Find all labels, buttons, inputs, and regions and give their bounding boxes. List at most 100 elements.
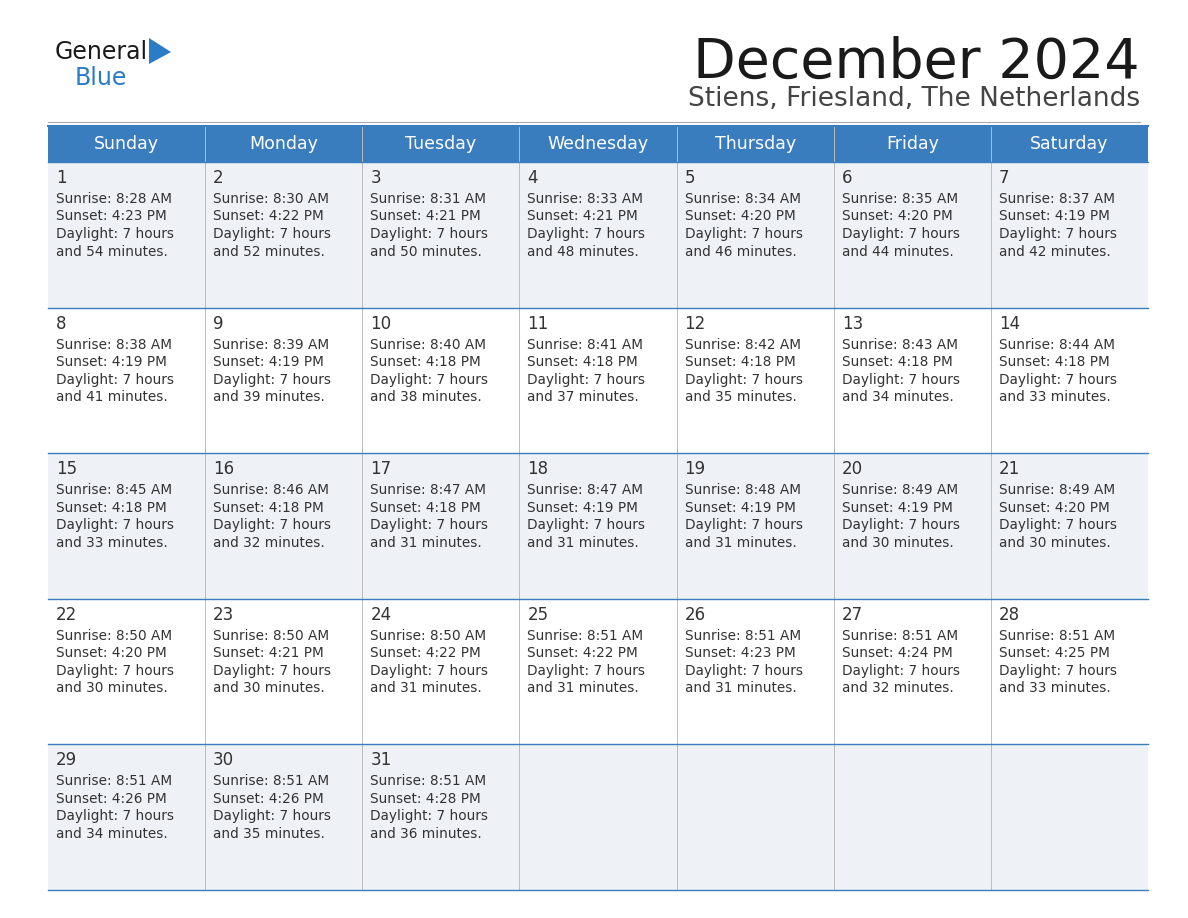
Text: Sunset: 4:24 PM: Sunset: 4:24 PM — [842, 646, 953, 660]
Text: and 35 minutes.: and 35 minutes. — [213, 827, 326, 841]
Text: 29: 29 — [56, 752, 77, 769]
Text: Daylight: 7 hours: Daylight: 7 hours — [684, 227, 803, 241]
Text: Sunrise: 8:28 AM: Sunrise: 8:28 AM — [56, 192, 172, 206]
Text: Daylight: 7 hours: Daylight: 7 hours — [527, 227, 645, 241]
Text: Daylight: 7 hours: Daylight: 7 hours — [213, 664, 331, 677]
Text: Daylight: 7 hours: Daylight: 7 hours — [842, 518, 960, 532]
Text: Sunset: 4:18 PM: Sunset: 4:18 PM — [371, 355, 481, 369]
Text: Daylight: 7 hours: Daylight: 7 hours — [842, 664, 960, 677]
Text: Sunrise: 8:47 AM: Sunrise: 8:47 AM — [527, 483, 644, 498]
Text: Sunset: 4:20 PM: Sunset: 4:20 PM — [842, 209, 953, 223]
Text: 4: 4 — [527, 169, 538, 187]
Text: and 50 minutes.: and 50 minutes. — [371, 244, 482, 259]
Text: 22: 22 — [56, 606, 77, 624]
Text: Sunrise: 8:41 AM: Sunrise: 8:41 AM — [527, 338, 644, 352]
Text: Daylight: 7 hours: Daylight: 7 hours — [999, 227, 1117, 241]
Text: Sunrise: 8:42 AM: Sunrise: 8:42 AM — [684, 338, 801, 352]
Text: Sunset: 4:21 PM: Sunset: 4:21 PM — [527, 209, 638, 223]
Text: Daylight: 7 hours: Daylight: 7 hours — [213, 373, 331, 386]
Text: and 38 minutes.: and 38 minutes. — [371, 390, 482, 404]
Text: and 52 minutes.: and 52 minutes. — [213, 244, 326, 259]
Text: Sunset: 4:18 PM: Sunset: 4:18 PM — [684, 355, 795, 369]
Text: Thursday: Thursday — [714, 135, 796, 153]
Text: Daylight: 7 hours: Daylight: 7 hours — [56, 664, 173, 677]
Text: Sunrise: 8:51 AM: Sunrise: 8:51 AM — [842, 629, 958, 643]
Text: and 31 minutes.: and 31 minutes. — [371, 681, 482, 695]
Text: Daylight: 7 hours: Daylight: 7 hours — [999, 664, 1117, 677]
Text: Sunset: 4:22 PM: Sunset: 4:22 PM — [371, 646, 481, 660]
Text: Sunset: 4:19 PM: Sunset: 4:19 PM — [213, 355, 324, 369]
Text: Sunrise: 8:51 AM: Sunrise: 8:51 AM — [371, 775, 486, 789]
Text: Sunset: 4:19 PM: Sunset: 4:19 PM — [842, 500, 953, 515]
Text: Daylight: 7 hours: Daylight: 7 hours — [213, 518, 331, 532]
Text: Sunrise: 8:34 AM: Sunrise: 8:34 AM — [684, 192, 801, 206]
Text: 20: 20 — [842, 460, 862, 478]
Text: and 37 minutes.: and 37 minutes. — [527, 390, 639, 404]
Text: Daylight: 7 hours: Daylight: 7 hours — [213, 810, 331, 823]
Text: 1: 1 — [56, 169, 67, 187]
Text: 8: 8 — [56, 315, 67, 332]
Text: Sunrise: 8:51 AM: Sunrise: 8:51 AM — [684, 629, 801, 643]
Text: and 41 minutes.: and 41 minutes. — [56, 390, 168, 404]
Text: Sunrise: 8:37 AM: Sunrise: 8:37 AM — [999, 192, 1114, 206]
Polygon shape — [148, 38, 171, 64]
Text: Friday: Friday — [886, 135, 939, 153]
Text: Sunrise: 8:51 AM: Sunrise: 8:51 AM — [213, 775, 329, 789]
Text: Sunset: 4:26 PM: Sunset: 4:26 PM — [213, 792, 324, 806]
Text: Daylight: 7 hours: Daylight: 7 hours — [213, 227, 331, 241]
Text: Sunset: 4:18 PM: Sunset: 4:18 PM — [56, 500, 166, 515]
Text: Sunset: 4:22 PM: Sunset: 4:22 PM — [213, 209, 324, 223]
Text: 17: 17 — [371, 460, 391, 478]
Text: Sunset: 4:23 PM: Sunset: 4:23 PM — [56, 209, 166, 223]
Text: Sunset: 4:18 PM: Sunset: 4:18 PM — [213, 500, 324, 515]
Text: and 31 minutes.: and 31 minutes. — [684, 536, 796, 550]
Text: and 35 minutes.: and 35 minutes. — [684, 390, 796, 404]
Text: General: General — [55, 40, 148, 64]
Text: Sunset: 4:21 PM: Sunset: 4:21 PM — [371, 209, 481, 223]
Text: Sunrise: 8:50 AM: Sunrise: 8:50 AM — [56, 629, 172, 643]
Text: Daylight: 7 hours: Daylight: 7 hours — [371, 810, 488, 823]
Text: Sunset: 4:18 PM: Sunset: 4:18 PM — [999, 355, 1110, 369]
Text: Sunset: 4:20 PM: Sunset: 4:20 PM — [684, 209, 795, 223]
Text: Daylight: 7 hours: Daylight: 7 hours — [56, 373, 173, 386]
Text: 14: 14 — [999, 315, 1020, 332]
Text: Sunset: 4:19 PM: Sunset: 4:19 PM — [527, 500, 638, 515]
Text: Saturday: Saturday — [1030, 135, 1108, 153]
Text: Sunrise: 8:39 AM: Sunrise: 8:39 AM — [213, 338, 329, 352]
Text: and 42 minutes.: and 42 minutes. — [999, 244, 1111, 259]
Text: 15: 15 — [56, 460, 77, 478]
Text: Sunrise: 8:51 AM: Sunrise: 8:51 AM — [999, 629, 1116, 643]
Text: and 44 minutes.: and 44 minutes. — [842, 244, 954, 259]
Text: Sunrise: 8:50 AM: Sunrise: 8:50 AM — [371, 629, 486, 643]
Text: 21: 21 — [999, 460, 1020, 478]
Text: 13: 13 — [842, 315, 862, 332]
Text: Sunset: 4:28 PM: Sunset: 4:28 PM — [371, 792, 481, 806]
Text: and 30 minutes.: and 30 minutes. — [999, 536, 1111, 550]
Bar — [48, 308, 1148, 453]
Text: Sunset: 4:18 PM: Sunset: 4:18 PM — [371, 500, 481, 515]
Text: Sunrise: 8:45 AM: Sunrise: 8:45 AM — [56, 483, 172, 498]
Text: Sunset: 4:18 PM: Sunset: 4:18 PM — [527, 355, 638, 369]
Text: Tuesday: Tuesday — [405, 135, 476, 153]
Bar — [48, 599, 1148, 744]
Text: and 30 minutes.: and 30 minutes. — [213, 681, 324, 695]
Text: and 30 minutes.: and 30 minutes. — [842, 536, 954, 550]
Text: 12: 12 — [684, 315, 706, 332]
Text: Sunrise: 8:30 AM: Sunrise: 8:30 AM — [213, 192, 329, 206]
Text: and 31 minutes.: and 31 minutes. — [371, 536, 482, 550]
Text: Daylight: 7 hours: Daylight: 7 hours — [684, 518, 803, 532]
Text: 24: 24 — [371, 606, 391, 624]
Text: and 33 minutes.: and 33 minutes. — [56, 536, 168, 550]
Text: 19: 19 — [684, 460, 706, 478]
Text: 31: 31 — [371, 752, 392, 769]
Text: Sunset: 4:23 PM: Sunset: 4:23 PM — [684, 646, 795, 660]
Text: 23: 23 — [213, 606, 234, 624]
Text: Sunset: 4:20 PM: Sunset: 4:20 PM — [56, 646, 166, 660]
Text: Sunrise: 8:44 AM: Sunrise: 8:44 AM — [999, 338, 1114, 352]
Text: Sunrise: 8:46 AM: Sunrise: 8:46 AM — [213, 483, 329, 498]
Text: and 30 minutes.: and 30 minutes. — [56, 681, 168, 695]
Text: Daylight: 7 hours: Daylight: 7 hours — [842, 373, 960, 386]
Bar — [48, 744, 1148, 890]
Bar — [48, 126, 1148, 162]
Text: and 48 minutes.: and 48 minutes. — [527, 244, 639, 259]
